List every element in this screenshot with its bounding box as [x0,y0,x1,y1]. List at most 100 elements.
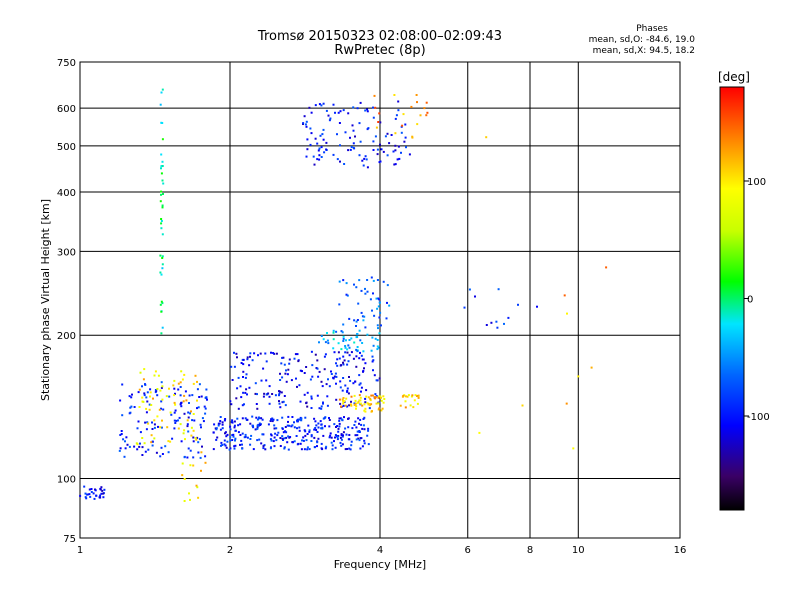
data-point [221,444,224,446]
data-point [358,357,361,360]
data-point [157,374,160,377]
data-point [308,430,311,433]
data-point [249,355,251,358]
data-point [330,370,332,373]
data-point [496,326,499,329]
data-point [397,109,400,112]
data-point [288,362,291,365]
data-point [141,437,144,439]
data-point [309,127,312,130]
data-point [377,402,380,405]
data-point [362,369,365,372]
data-point [386,132,389,135]
data-point [239,385,242,388]
data-point [495,320,498,323]
data-point [199,423,202,426]
data-point [371,355,374,358]
data-point [406,395,409,398]
data-point [220,444,222,447]
data-point [160,167,162,170]
data-point [242,363,245,366]
data-point [410,105,413,108]
data-point [141,396,144,399]
data-point [219,420,222,422]
data-point [353,394,356,397]
data-point [258,422,261,425]
data-point [370,276,373,279]
data-point [364,326,367,329]
data-point [146,391,149,394]
data-point [419,114,422,117]
data-point [159,254,162,257]
data-point [361,427,364,430]
data-point [281,435,284,438]
data-point [180,440,183,443]
data-point [187,430,190,433]
data-point [306,391,309,394]
data-point [168,395,171,398]
y-tick-label: 300 [57,247,76,258]
data-point [237,376,240,379]
data-point [193,419,196,422]
data-point [212,448,215,451]
data-point [189,464,192,467]
data-point [367,427,370,430]
data-point [249,443,252,446]
data-point [332,347,335,350]
data-point [390,134,393,136]
data-point [353,404,356,406]
data-point [563,294,566,297]
data-point [322,434,325,437]
data-point [378,395,381,398]
data-point [141,454,144,456]
data-point [319,134,322,137]
data-point [118,449,121,452]
data-point [327,342,330,345]
data-point [304,430,307,433]
data-point [278,400,280,403]
data-point [161,398,164,401]
data-point [273,427,276,430]
data-point [151,428,154,430]
data-point [246,418,249,421]
data-point [485,136,488,139]
data-point [312,155,315,158]
data-point [183,412,186,415]
data-point [322,102,325,105]
data-point [346,363,349,366]
data-point [285,369,287,372]
data-point [359,399,362,402]
data-point [425,114,428,117]
data-point [344,427,347,430]
data-point [99,496,102,499]
data-point [299,369,302,372]
data-point [392,150,395,153]
data-point [147,448,150,451]
data-point [305,439,308,442]
data-point [376,348,379,351]
data-point [463,306,466,309]
data-point [177,419,179,422]
data-point [271,417,274,420]
data-point [237,407,240,410]
data-point [355,438,358,441]
data-point [161,138,164,141]
data-point [317,437,320,440]
data-point [144,421,147,424]
data-point [198,383,201,386]
data-point [143,368,146,371]
data-point [234,437,237,440]
data-point [160,273,163,276]
data-point [265,360,268,363]
data-point [174,409,177,412]
data-point [282,400,285,403]
data-point [322,128,325,131]
data-point [233,424,236,427]
data-point [342,397,345,399]
data-point [347,344,350,347]
data-point [190,434,193,437]
data-point [364,410,367,413]
data-point [229,428,232,431]
data-point [188,394,191,397]
